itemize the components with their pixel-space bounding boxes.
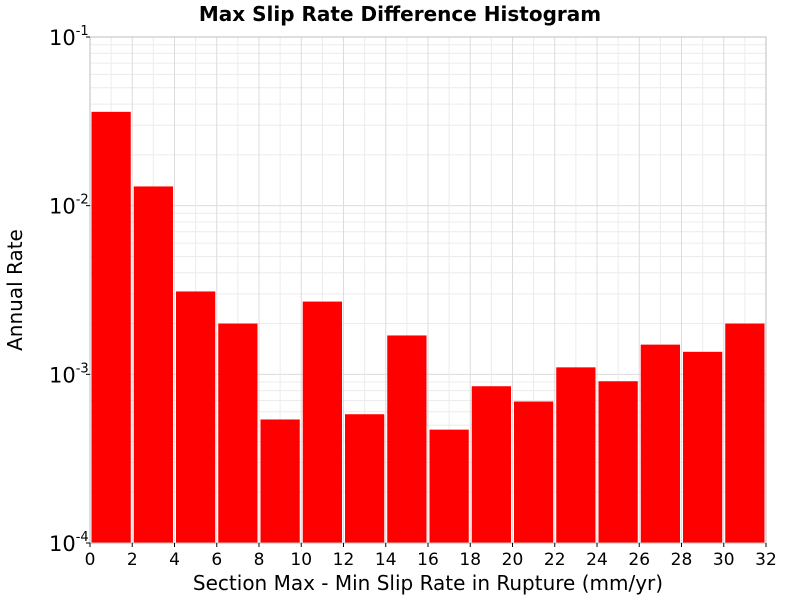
bar bbox=[471, 386, 511, 543]
bar bbox=[176, 291, 216, 543]
x-tick-label: 4 bbox=[169, 550, 180, 570]
chart-title: Max Slip Rate Difference Histogram bbox=[199, 2, 601, 26]
bar bbox=[387, 335, 427, 543]
x-axis-label: Section Max - Min Slip Rate in Rupture (… bbox=[193, 571, 663, 595]
bar bbox=[302, 301, 342, 543]
bar bbox=[133, 186, 173, 543]
x-tick-label: 10 bbox=[290, 550, 312, 570]
y-tick-label: 10-3 bbox=[49, 361, 89, 387]
x-tick-label: 26 bbox=[628, 550, 650, 570]
x-tick-label: 18 bbox=[459, 550, 481, 570]
bar bbox=[260, 419, 300, 543]
x-tick-label: 32 bbox=[755, 550, 777, 570]
x-axis-ticks: 0 2 4 6 8 10 12 14 16 18 20 22 24 26 28 30 32 bbox=[85, 543, 777, 570]
x-tick-label: 14 bbox=[375, 550, 397, 570]
y-axis-ticks: 10-1 10-2 10-3 10-4 bbox=[49, 24, 90, 556]
bar bbox=[218, 323, 258, 543]
x-tick-label: 6 bbox=[211, 550, 222, 570]
x-tick-label: 2 bbox=[127, 550, 138, 570]
x-tick-label: 8 bbox=[254, 550, 265, 570]
bar bbox=[725, 323, 765, 543]
bar bbox=[345, 414, 385, 543]
y-axis-label: Annual Rate bbox=[3, 229, 27, 351]
x-tick-label: 0 bbox=[85, 550, 96, 570]
bar bbox=[429, 429, 469, 543]
bar bbox=[91, 111, 131, 543]
y-tick-label: 10-4 bbox=[49, 530, 89, 556]
x-tick-label: 28 bbox=[671, 550, 693, 570]
x-tick-label: 30 bbox=[713, 550, 735, 570]
x-tick-label: 24 bbox=[586, 550, 608, 570]
y-tick-label: 10-1 bbox=[49, 24, 89, 50]
x-tick-label: 22 bbox=[544, 550, 566, 570]
bar bbox=[683, 351, 723, 543]
bars bbox=[91, 111, 765, 543]
x-tick-label: 20 bbox=[502, 550, 524, 570]
bar bbox=[514, 401, 554, 543]
bar bbox=[598, 381, 638, 543]
bar bbox=[556, 367, 596, 543]
y-tick-label: 10-2 bbox=[49, 193, 89, 219]
x-tick-label: 16 bbox=[417, 550, 439, 570]
bar bbox=[640, 344, 680, 543]
x-tick-label: 12 bbox=[333, 550, 355, 570]
